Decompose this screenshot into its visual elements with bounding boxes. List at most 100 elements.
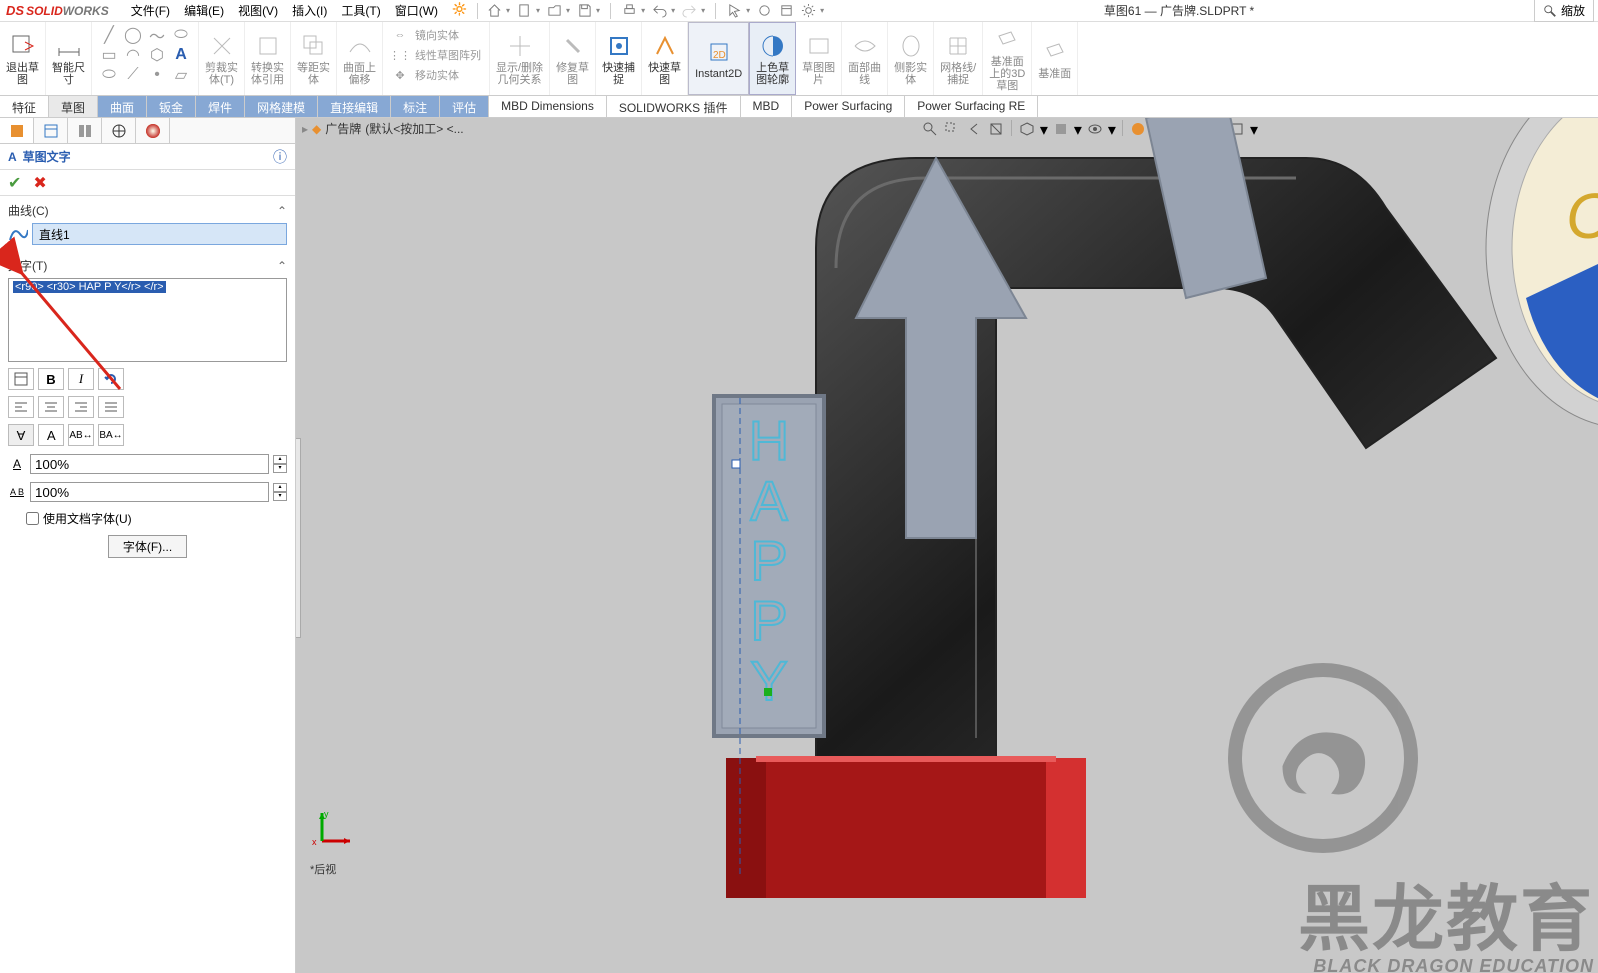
align-right-button[interactable]	[68, 396, 94, 418]
home-icon[interactable]	[486, 3, 502, 19]
panel-tab-appearance[interactable]	[136, 118, 170, 143]
collapse-icon[interactable]: ⌃	[277, 259, 287, 273]
zoom-button[interactable]: 缩放	[1534, 0, 1594, 22]
ribbon-face-curve[interactable]: 面部曲 线	[842, 22, 888, 95]
viewport[interactable]: ▸ ◆ 广告牌 (默认<按加工> <... ▾ ▾ ▾ ▾ ▾ ▾	[296, 118, 1598, 973]
menu-tools[interactable]: 工具(T)	[335, 0, 386, 21]
spacing-spinner[interactable]: ▴▾	[273, 483, 287, 501]
ribbon-sketch-pic[interactable]: 草图图 片	[796, 22, 842, 95]
ribbon-relations[interactable]: 显示/删除 几何关系	[490, 22, 550, 95]
tab-sheetmetal[interactable]: 钣金	[147, 96, 196, 117]
spline-tool-icon[interactable]: ～	[148, 26, 166, 44]
redo-icon[interactable]	[681, 3, 697, 19]
ribbon-exit-sketch[interactable]: 退出草 图	[0, 22, 46, 95]
settings-icon[interactable]	[800, 3, 816, 19]
menu-view[interactable]: 视图(V)	[232, 0, 284, 21]
ribbon-surf-offset[interactable]: 曲面上 偏移	[337, 22, 383, 95]
bold-button[interactable]: B	[38, 368, 64, 390]
help-icon[interactable]: ⓘ	[273, 147, 287, 167]
new-icon[interactable]	[516, 3, 532, 19]
ribbon-trim[interactable]: 剪裁实 体(T)	[199, 22, 245, 95]
point-tool-icon[interactable]: •	[148, 66, 166, 84]
linear-pattern-icon[interactable]: ⋮⋮	[391, 46, 409, 64]
circle-tool-icon[interactable]: ◯	[124, 26, 142, 44]
ok-button[interactable]: ✔	[8, 173, 21, 193]
tab-surface[interactable]: 曲面	[98, 96, 147, 117]
ribbon-grid-snap[interactable]: 网格线/ 捕捉	[934, 22, 983, 95]
mirror-icon[interactable]: ⇔	[391, 26, 409, 44]
tab-sketch[interactable]: 草图	[49, 96, 98, 117]
ribbon-quick-snap[interactable]: 快速捕 捉	[596, 22, 642, 95]
menu-insert[interactable]: 插入(I)	[286, 0, 333, 21]
ribbon-shaded[interactable]: 上色草 图轮廓	[749, 22, 796, 95]
slot-tool-icon[interactable]: ⬭	[172, 26, 190, 44]
tab-evaluate[interactable]: 评估	[440, 96, 489, 117]
plane-tool-icon[interactable]: ▱	[172, 66, 190, 84]
panel-tab-config[interactable]	[68, 118, 102, 143]
use-doc-font-checkbox[interactable]	[26, 512, 39, 525]
ribbon-datum[interactable]: 基准面	[1032, 22, 1078, 95]
ribbon-instant2d[interactable]: 2DInstant2D	[688, 22, 749, 95]
cancel-button[interactable]: ✖	[33, 173, 46, 193]
sketch-text-input[interactable]: <r90> <r30> HAP P Y</r> </r>	[8, 278, 287, 362]
menu-edit[interactable]: 编辑(E)	[178, 0, 230, 21]
menu-file[interactable]: 文件(F)	[125, 0, 176, 21]
width-input[interactable]	[30, 454, 269, 474]
ribbon-datum-3d[interactable]: 基准面 上的3D 草图	[983, 22, 1032, 95]
spacing-input[interactable]	[30, 482, 269, 502]
flip-horizontal-button[interactable]: A	[38, 424, 64, 446]
tab-feature[interactable]: 特征	[0, 96, 49, 117]
ribbon-smart-dim[interactable]: 智能尺 寸	[46, 22, 92, 95]
align-justify-button[interactable]	[98, 396, 124, 418]
text-tool-icon[interactable]: A	[172, 46, 190, 64]
save-icon[interactable]	[576, 3, 592, 19]
rotate-button[interactable]	[98, 368, 124, 390]
tab-sw-addin[interactable]: SOLIDWORKS 插件	[607, 96, 741, 117]
collapse-icon[interactable]: ⌃	[277, 204, 287, 218]
tab-ps[interactable]: Power Surfacing	[792, 96, 905, 117]
panel-tab-property[interactable]	[34, 118, 68, 143]
width-spinner[interactable]: ▴▾	[273, 455, 287, 473]
width-ba-button[interactable]: BA↔	[98, 424, 124, 446]
fillet-tool-icon[interactable]: ⟋	[124, 66, 142, 84]
panel-tab-feature[interactable]	[0, 118, 34, 143]
open-icon[interactable]	[546, 3, 562, 19]
panel-tab-dimxpert[interactable]	[102, 118, 136, 143]
print-icon[interactable]	[621, 3, 637, 19]
line-tool-icon[interactable]: ╱	[100, 26, 118, 44]
tab-psre[interactable]: Power Surfacing RE	[905, 96, 1038, 117]
tab-mesh[interactable]: 网格建模	[245, 96, 318, 117]
polygon-tool-icon[interactable]: ⬡	[148, 46, 166, 64]
font-button[interactable]: 字体(F)...	[108, 535, 187, 558]
ellipse-tool-icon[interactable]: ⬭	[100, 66, 118, 84]
arc-tool-icon[interactable]: ◠	[124, 46, 142, 64]
text-feature-icon: A	[8, 150, 17, 164]
tab-weldment[interactable]: 焊件	[196, 96, 245, 117]
ribbon-repair[interactable]: 修复草 图	[550, 22, 596, 95]
italic-button[interactable]: I	[68, 368, 94, 390]
tab-direct[interactable]: 直接编辑	[318, 96, 391, 117]
select-icon[interactable]	[726, 3, 742, 19]
curve-icon	[8, 224, 28, 244]
ribbon-rapid-sketch[interactable]: 快速草 图	[642, 22, 688, 95]
curve-input[interactable]	[32, 223, 287, 245]
menu-help-icon[interactable]: 🔆	[446, 0, 473, 21]
tab-mbd-dim[interactable]: MBD Dimensions	[489, 96, 607, 117]
flip-vertical-button[interactable]: A	[8, 424, 34, 446]
rect-tool-icon[interactable]: ▭	[100, 46, 118, 64]
width-ab-button[interactable]: AB↔	[68, 424, 94, 446]
align-center-button[interactable]	[38, 396, 64, 418]
options-icon[interactable]	[778, 3, 794, 19]
tab-mbd[interactable]: MBD	[741, 96, 793, 117]
format-style-icon[interactable]	[8, 368, 34, 390]
tab-annotate[interactable]: 标注	[391, 96, 440, 117]
rebuild-icon[interactable]	[756, 3, 772, 19]
ribbon-offset[interactable]: 等距实 体	[291, 22, 337, 95]
text-selection: <r90> <r30> HAP P Y</r> </r>	[13, 281, 166, 293]
undo-icon[interactable]	[651, 3, 667, 19]
align-left-button[interactable]	[8, 396, 34, 418]
ribbon-silhouette[interactable]: 侧影实 体	[888, 22, 934, 95]
ribbon-convert[interactable]: 转换实 体引用	[245, 22, 291, 95]
menu-window[interactable]: 窗口(W)	[389, 0, 444, 21]
move-icon[interactable]: ✥	[391, 66, 409, 84]
